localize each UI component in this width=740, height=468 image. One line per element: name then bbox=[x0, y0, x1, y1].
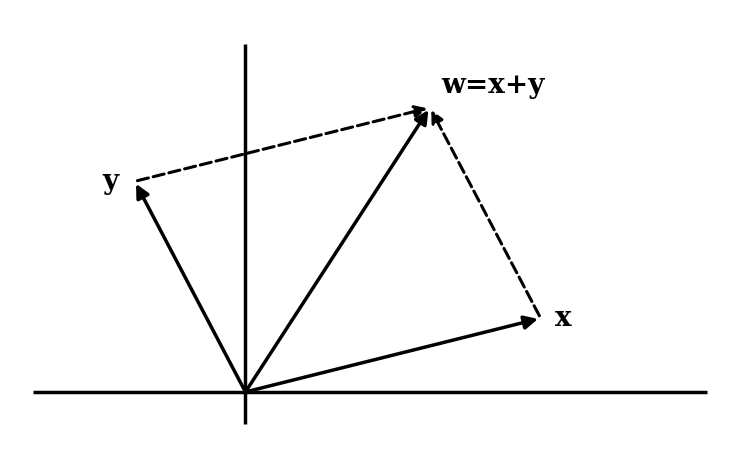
Text: y: y bbox=[102, 168, 118, 195]
Text: x: x bbox=[554, 305, 571, 332]
Text: w=x+y: w=x+y bbox=[441, 72, 545, 99]
